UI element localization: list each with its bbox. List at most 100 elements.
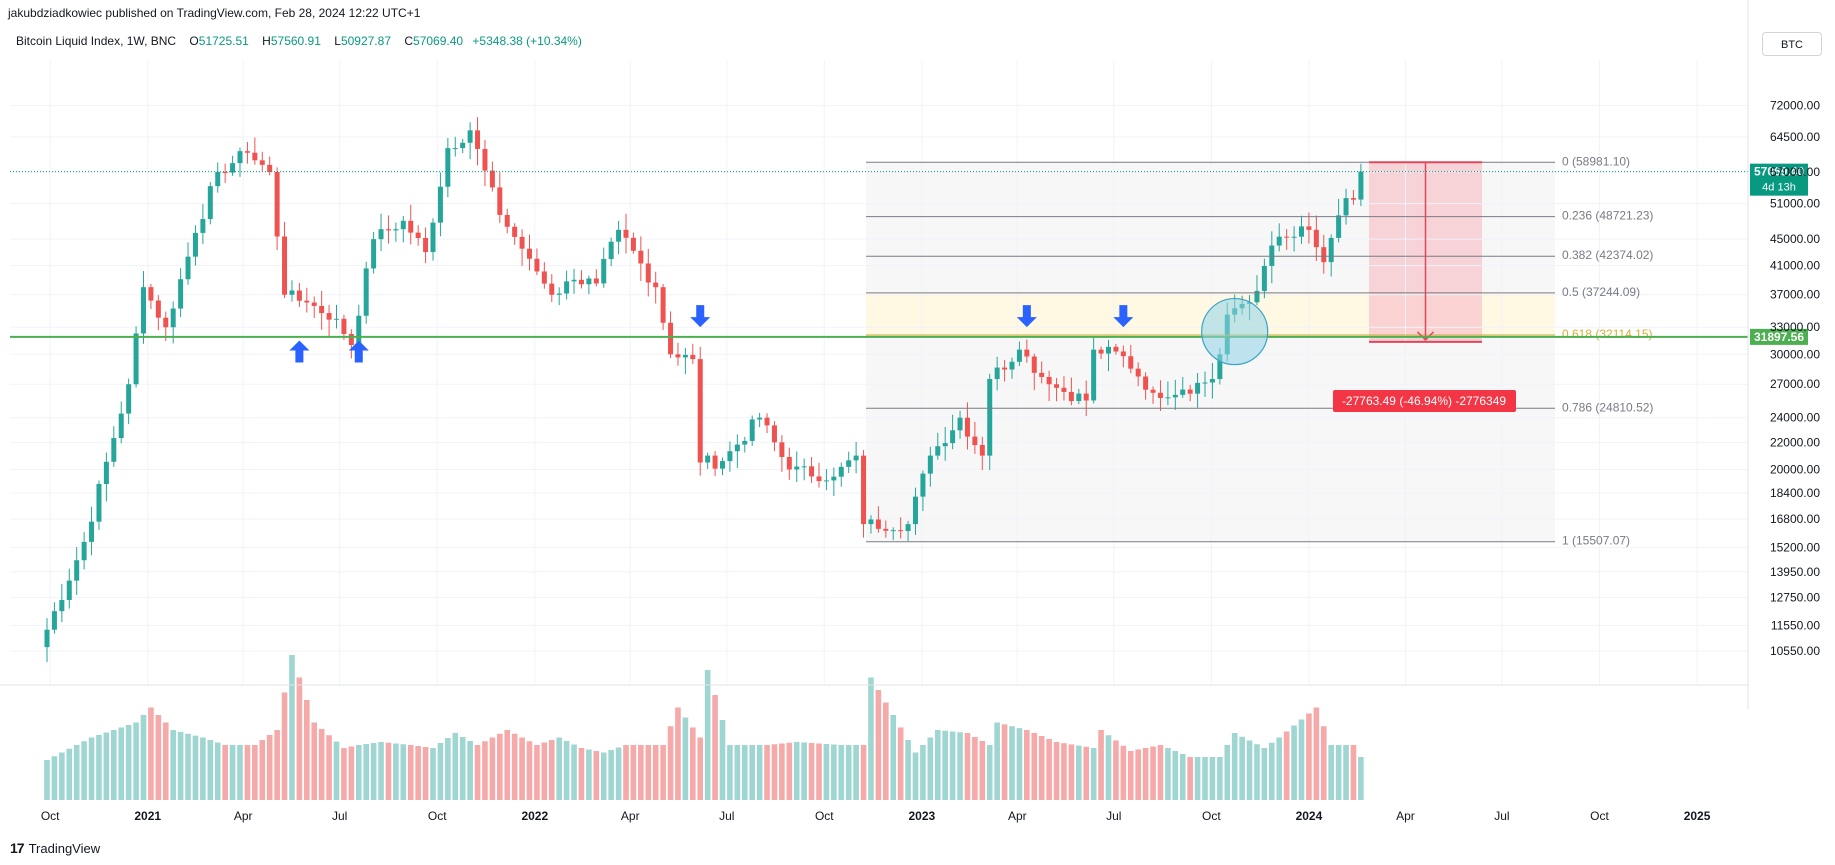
price-axis-label: 45000.00 (1770, 232, 1820, 246)
candle-body (898, 530, 904, 532)
volume-bar (779, 743, 785, 800)
candle-body (89, 521, 95, 542)
volume-bar (482, 741, 488, 800)
candle-body (170, 308, 176, 328)
volume-bar (957, 732, 963, 800)
candle-body (616, 229, 622, 242)
volume-bar (148, 707, 154, 800)
candle-body (935, 446, 941, 456)
candle-body (675, 354, 681, 358)
volume-bar (519, 737, 525, 800)
candle-body (593, 278, 599, 284)
candle-body (178, 279, 184, 309)
volume-bar (1283, 731, 1290, 800)
candle-body (831, 476, 837, 481)
volume-bar (853, 745, 859, 800)
volume-bar (593, 751, 600, 800)
candle-body (727, 451, 733, 462)
candle-body (1150, 389, 1156, 393)
volume-bar (103, 732, 110, 800)
arrow-down-icon (1113, 305, 1134, 328)
highlight-circle (1201, 297, 1269, 366)
candle-body (608, 241, 614, 260)
candle-body (816, 476, 822, 482)
candle-body (408, 220, 414, 233)
volume-bar (1090, 748, 1097, 800)
volume-bar (942, 730, 948, 800)
candle-body (720, 461, 725, 469)
price-axis-label: 27000.00 (1770, 377, 1820, 391)
volume-bar (1105, 735, 1112, 800)
volume-bar (73, 745, 80, 800)
price-axis-label: 16800.00 (1770, 512, 1820, 526)
candle-body (771, 425, 777, 443)
candle-body (1054, 384, 1060, 388)
candle-body (430, 222, 436, 253)
volume-bar (630, 745, 637, 800)
volume-bar (1246, 740, 1253, 800)
last-price-countdown: 4d 13h (1762, 182, 1796, 194)
candle-body (423, 237, 429, 253)
volume-bar (430, 748, 436, 800)
candle-body (1068, 391, 1074, 402)
candle-body (289, 290, 295, 295)
candle-body (259, 160, 265, 165)
candle-body (994, 367, 1000, 380)
volume-bar (831, 744, 837, 800)
candle-body (96, 483, 102, 522)
candle-body (385, 229, 391, 231)
volume-bar (185, 733, 191, 800)
candle-body (668, 322, 674, 355)
candle-body (1120, 351, 1126, 357)
candle-body (757, 417, 763, 420)
candle-body (363, 268, 369, 316)
volume-bar (341, 748, 347, 800)
volume-bar (1053, 742, 1060, 800)
volume-bar (1335, 745, 1342, 800)
candle-body (742, 440, 748, 445)
time-axis-label: Oct (428, 809, 447, 823)
candle-body (244, 151, 250, 153)
price-axis-label: 20000.00 (1770, 462, 1820, 476)
volume-bar (445, 738, 451, 800)
candle-body (601, 259, 607, 284)
candle-body (749, 419, 755, 441)
volume-bar (393, 743, 399, 800)
candle-body (1254, 290, 1260, 303)
candle-body (1328, 237, 1334, 263)
candle-body (326, 313, 332, 320)
volume-bar (1001, 724, 1008, 800)
candle-body (200, 219, 206, 233)
candle-body (393, 229, 399, 231)
candle-body (846, 460, 852, 467)
volume-bar (675, 707, 681, 800)
candle-body (979, 445, 985, 456)
brand-name: TradingView (28, 840, 101, 856)
candle-body (801, 466, 807, 468)
volume-bar (608, 750, 614, 800)
candle-body (823, 480, 829, 482)
publisher-line: jakubdziadkowiec published on TradingVie… (8, 6, 421, 20)
price-axis-label: 72000.00 (1770, 99, 1820, 113)
volume-bar (1046, 739, 1052, 800)
candle-body (578, 279, 584, 285)
candle-body (1031, 356, 1037, 373)
volume-bar (994, 722, 1000, 800)
candle-body (311, 302, 317, 306)
volume-bar (979, 741, 986, 800)
volume-bar (1350, 745, 1357, 800)
candle-body (1128, 356, 1134, 369)
volume-bar (682, 717, 689, 800)
time-axis-label: Apr (1008, 809, 1027, 823)
candle-body (623, 229, 629, 238)
candle-body (1187, 389, 1193, 394)
volume-bar (845, 745, 852, 800)
candle-body (59, 600, 65, 612)
volume-bar (489, 737, 496, 800)
currency-button[interactable]: BTC (1762, 32, 1822, 56)
candle-body (712, 455, 718, 469)
volume-bar (526, 741, 533, 800)
volume-bar (875, 690, 882, 800)
high-label: H (262, 34, 271, 48)
